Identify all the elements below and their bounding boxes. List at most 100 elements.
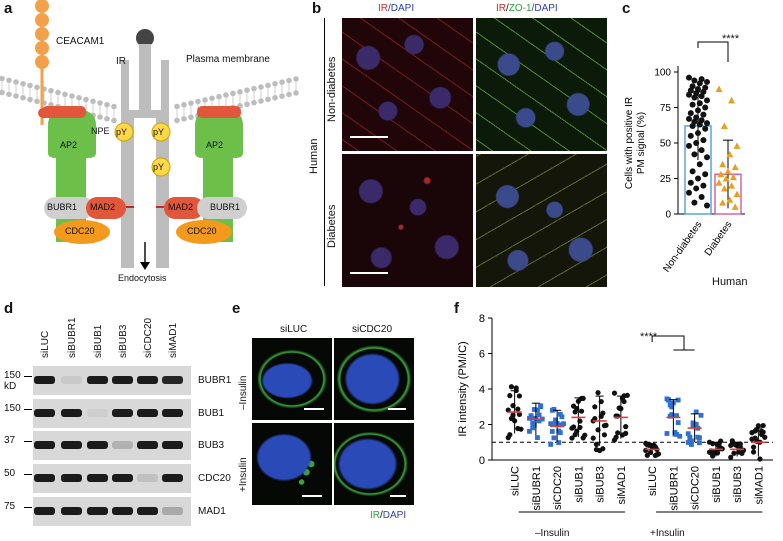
panel-e-row1: –Insulin	[238, 375, 249, 410]
data-point	[580, 435, 586, 441]
data-point	[715, 85, 723, 93]
panel-e-col1: siLUC	[280, 324, 308, 335]
panel-c-significance: ****	[722, 33, 740, 45]
data-point	[760, 422, 766, 429]
data-point	[760, 429, 766, 435]
mad2-right-shape	[164, 197, 204, 219]
data-point	[528, 413, 534, 419]
data-point	[728, 454, 734, 460]
panel-f-group2: +Insulin	[650, 528, 685, 539]
col2-title-sep: /	[506, 3, 509, 14]
data-point	[690, 420, 696, 426]
micrograph-nondiabetes-irzo1	[476, 18, 607, 151]
protein-band	[87, 507, 108, 515]
data-point	[535, 407, 540, 413]
data-point	[691, 77, 698, 84]
data-point	[536, 412, 542, 418]
data-point	[655, 451, 662, 457]
data-point	[674, 413, 679, 419]
panel-b-col2-title: IR/ZO-1/DAPI	[496, 3, 558, 14]
data-point	[762, 434, 768, 440]
data-point	[752, 435, 758, 441]
data-point	[549, 429, 555, 434]
data-point	[570, 424, 577, 430]
panel-label-e: e	[232, 300, 241, 317]
data-point	[700, 137, 707, 144]
x-tick-label: siBUBR1	[531, 466, 543, 511]
panel-f-group1: –Insulin	[535, 528, 570, 539]
protein-band	[61, 441, 82, 449]
data-point	[530, 425, 536, 431]
data-point	[697, 440, 702, 446]
data-point	[675, 420, 681, 425]
plasma-membrane	[0, 75, 299, 124]
data-point	[686, 189, 692, 196]
data-point	[693, 185, 700, 192]
molecular-weight-tick	[24, 409, 32, 410]
legend-ir: IR	[370, 510, 380, 521]
data-point	[722, 175, 730, 182]
data-point	[704, 154, 710, 161]
data-point	[531, 407, 537, 412]
label-npe: NPE	[91, 126, 110, 136]
panel-b-row2-label: Diabetes	[326, 204, 338, 248]
data-point	[669, 404, 675, 410]
data-point	[731, 203, 739, 210]
x-tick-label: siCDC20	[690, 466, 702, 510]
blot-protein-label: CDC20	[198, 473, 231, 484]
data-point	[696, 80, 703, 87]
molecular-weight-label: 150	[4, 403, 21, 414]
panel-label-f: f	[454, 300, 459, 317]
y-tick-label: 2	[479, 420, 485, 432]
data-point	[685, 431, 691, 437]
data-point	[515, 425, 521, 432]
data-point	[601, 423, 608, 429]
protein-band	[112, 376, 133, 384]
data-point	[750, 449, 757, 455]
protein-band	[87, 474, 108, 482]
col1-title-rest: /DAPI	[388, 3, 415, 14]
x-tick-label: siMAD1	[753, 466, 765, 505]
ap2-right-shape	[42, 106, 243, 242]
data-point	[513, 385, 519, 391]
data-point	[531, 422, 537, 428]
data-point	[696, 161, 703, 168]
blot-protein-label: MAD1	[198, 506, 226, 517]
y-tick-label: 4	[479, 384, 485, 396]
y-tick-label: 75	[660, 103, 672, 114]
x-tick-label: siBUBR1	[668, 466, 680, 511]
protein-band	[87, 376, 108, 384]
data-point	[686, 142, 692, 149]
data-point	[593, 441, 600, 447]
data-point	[595, 390, 601, 396]
data-point	[695, 130, 701, 137]
panel-label-a: a	[4, 0, 13, 17]
label-mad2-left: MAD2	[90, 202, 116, 212]
scale-bar	[302, 495, 322, 497]
x-tick-label: siBUB3	[595, 466, 607, 503]
data-point	[536, 418, 542, 424]
protein-band	[137, 507, 158, 515]
panel-e-row2: +Insulin	[238, 457, 249, 492]
label-py-3: pY	[153, 162, 165, 172]
data-point	[696, 100, 703, 107]
data-point	[720, 122, 728, 129]
scale-bar	[390, 495, 406, 497]
panel-b-row1-label: Non-diabetes	[326, 56, 338, 122]
data-point	[516, 393, 523, 399]
protein-band	[34, 507, 55, 515]
lane-label: siLUC	[40, 330, 51, 358]
protein-band	[162, 376, 183, 384]
col1-title-ir: IR	[378, 3, 388, 14]
data-point	[592, 404, 598, 410]
data-point	[697, 435, 702, 441]
data-point	[726, 150, 734, 158]
micrograph-siluc-minus-insulin	[252, 338, 332, 420]
x-tick-label: siCDC20	[552, 466, 564, 510]
data-point	[687, 110, 694, 117]
panel-f-significance: ****	[640, 331, 658, 343]
data-point	[693, 421, 699, 427]
data-point	[693, 140, 700, 146]
data-point	[719, 160, 727, 168]
data-point	[731, 450, 737, 456]
